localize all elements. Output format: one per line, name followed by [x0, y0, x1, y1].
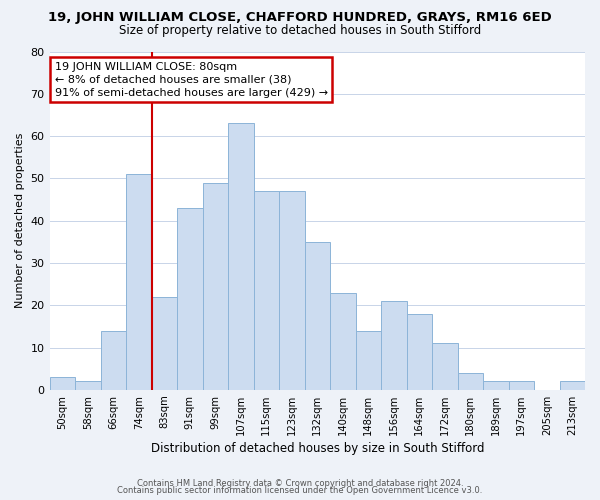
Bar: [254, 191, 279, 390]
Bar: [152, 297, 177, 390]
Bar: [458, 373, 483, 390]
Bar: [177, 208, 203, 390]
Bar: [126, 174, 152, 390]
Bar: [381, 301, 407, 390]
Text: 19 JOHN WILLIAM CLOSE: 80sqm
← 8% of detached houses are smaller (38)
91% of sem: 19 JOHN WILLIAM CLOSE: 80sqm ← 8% of det…: [55, 62, 328, 98]
Bar: [50, 377, 75, 390]
Bar: [279, 191, 305, 390]
Text: Contains public sector information licensed under the Open Government Licence v3: Contains public sector information licen…: [118, 486, 482, 495]
Bar: [75, 382, 101, 390]
Text: 19, JOHN WILLIAM CLOSE, CHAFFORD HUNDRED, GRAYS, RM16 6ED: 19, JOHN WILLIAM CLOSE, CHAFFORD HUNDRED…: [48, 11, 552, 24]
Bar: [330, 292, 356, 390]
Bar: [509, 382, 534, 390]
Bar: [228, 124, 254, 390]
Bar: [203, 182, 228, 390]
X-axis label: Distribution of detached houses by size in South Stifford: Distribution of detached houses by size …: [151, 442, 484, 455]
Bar: [305, 242, 330, 390]
Bar: [101, 330, 126, 390]
Text: Contains HM Land Registry data © Crown copyright and database right 2024.: Contains HM Land Registry data © Crown c…: [137, 478, 463, 488]
Text: Size of property relative to detached houses in South Stifford: Size of property relative to detached ho…: [119, 24, 481, 37]
Y-axis label: Number of detached properties: Number of detached properties: [15, 133, 25, 308]
Bar: [560, 382, 585, 390]
Bar: [432, 344, 458, 390]
Bar: [407, 314, 432, 390]
Bar: [483, 382, 509, 390]
Bar: [356, 330, 381, 390]
